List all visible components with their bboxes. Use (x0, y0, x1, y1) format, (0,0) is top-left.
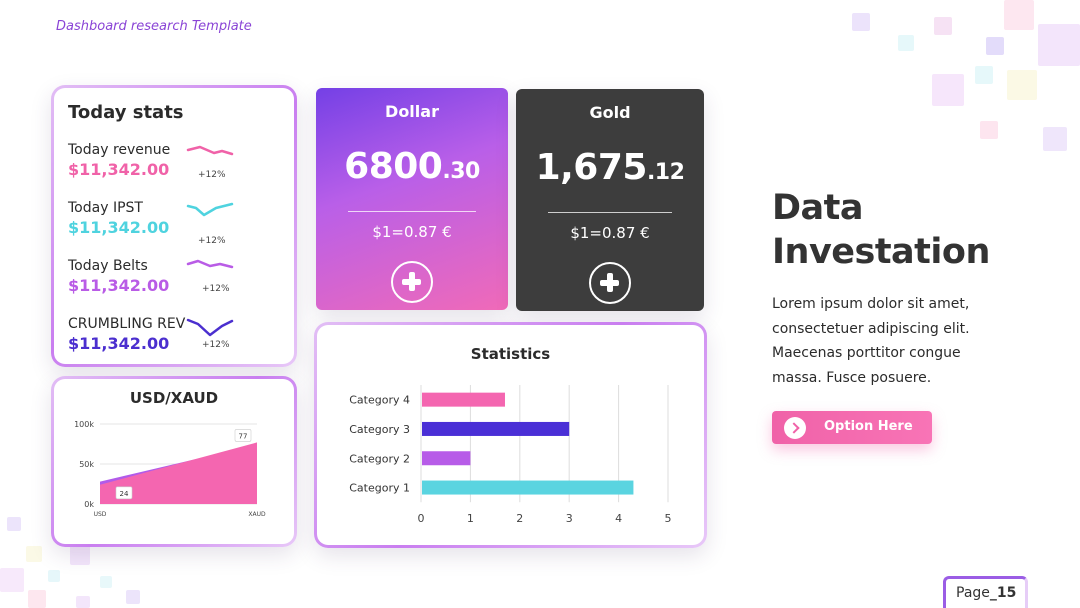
option-button-label: Option Here (824, 419, 913, 434)
decorative-square (980, 121, 998, 139)
stat-label: CRUMBLING REV (68, 316, 186, 332)
divider (548, 212, 672, 213)
decorative-square (934, 17, 952, 35)
stat-label: Today revenue (68, 142, 171, 158)
plus-circle-icon[interactable] (391, 261, 433, 303)
dollar-card: Dollar 6800.30 $1=0.87 € (316, 88, 508, 310)
x-tick-label: 1 (467, 512, 474, 525)
decorative-square (0, 568, 24, 592)
currency-value: 1,675.12 (535, 147, 685, 188)
currency-rate: $1=0.87 € (570, 224, 650, 242)
today-stats-card: Today stats Today revenue $11,342.00 +12… (51, 85, 297, 367)
chevron-right-icon (784, 417, 806, 439)
chart-title: USD/XAUD (130, 389, 218, 407)
page-number-tag: Page_15 (943, 576, 1028, 608)
currency-name: Dollar (385, 102, 439, 121)
page-prefix: Page (956, 585, 990, 601)
sparkline-icon (186, 145, 234, 156)
decorative-square (986, 37, 1004, 55)
stat-change: +12% (202, 284, 230, 294)
category-label: Category 3 (349, 423, 410, 436)
decorative-square (1043, 127, 1067, 151)
sparkline-icon (186, 202, 234, 217)
y-tick-label: 50k (79, 460, 94, 469)
y-tick-label: 100k (74, 420, 94, 429)
gold-card: Gold 1,675.12 $1=0.87 € (516, 89, 704, 311)
data-label-box (115, 486, 133, 500)
data-label: 77 (239, 432, 248, 440)
x-tick-label: 3 (566, 512, 573, 525)
currency-value: 6800.30 (344, 146, 480, 187)
decorative-square (26, 546, 42, 562)
usd-xaud-card: USD/XAUD 100k 50k 0k USD XAUD 24 77 (51, 376, 297, 547)
stat-value: $11,342.00 (68, 160, 170, 179)
sparkline-icon (186, 259, 234, 269)
hero-title: Data Investation (772, 188, 990, 272)
category-label: Category 1 (349, 482, 410, 495)
stat-row-crumbling: CRUMBLING REV $11,342.00 +12% (68, 316, 288, 366)
stat-value: $11,342.00 (68, 334, 170, 353)
stat-value: $11,342.00 (68, 218, 170, 237)
bar (422, 451, 471, 466)
statistics-title: Statistics (470, 345, 551, 363)
stat-row-revenue: Today revenue $11,342.00 +12% (68, 142, 288, 192)
decorative-square (932, 74, 964, 106)
stat-label: Today Belts (68, 258, 148, 274)
stat-change: +12% (198, 170, 226, 180)
decorative-square (7, 517, 21, 531)
stat-change: +12% (202, 340, 230, 350)
y-tick-label: 0k (84, 500, 94, 509)
template-kicker: Dashboard research Template (56, 19, 252, 34)
option-button[interactable]: Option Here (772, 411, 932, 444)
x-tick-label: 0 (418, 512, 425, 525)
decorative-square (76, 596, 90, 608)
x-tick-label: 5 (665, 512, 672, 525)
plus-circle-icon[interactable] (589, 262, 631, 304)
decorative-square (898, 35, 914, 51)
decorative-square (126, 590, 140, 604)
stat-label: Today IPST (68, 200, 143, 216)
statistics-bar-chart: 0 1 2 3 4 5 Category 4 Category 3 Category 2 Cate… (349, 385, 672, 525)
x-tick-label: XAUD (248, 511, 266, 518)
stat-change: +12% (198, 236, 226, 246)
decorative-square (852, 13, 870, 31)
area-series-2 (100, 442, 257, 504)
category-label: Category 2 (349, 452, 410, 465)
decorative-square (48, 570, 60, 582)
decorative-square (1004, 0, 1034, 30)
x-tick-label: 2 (516, 512, 523, 525)
stat-value: $11,342.00 (68, 276, 170, 295)
stat-row-belts: Today Belts $11,342.00 +12% (68, 258, 288, 308)
statistics-card: Statistics 0 1 2 3 4 5 Category 4 Category 3 Cat… (314, 322, 707, 548)
decorative-square (100, 576, 112, 588)
page-number: _15 (989, 585, 1017, 601)
decorative-square (1038, 24, 1080, 66)
category-label: Category 4 (349, 394, 410, 407)
decorative-square (70, 545, 90, 565)
decorative-square (1007, 70, 1037, 100)
x-tick-label: USD (94, 511, 107, 518)
bar (422, 421, 570, 436)
hero-body: Lorem ipsum dolor sit amet, consectetuer… (772, 296, 970, 386)
data-label-box (234, 429, 252, 442)
bar (422, 480, 634, 495)
stat-row-ipst: Today IPST $11,342.00 +12% (68, 200, 288, 250)
today-stats-title: Today stats (68, 102, 184, 123)
currency-name: Gold (589, 103, 631, 122)
sparkline-icon (186, 318, 234, 337)
decorative-square (28, 590, 46, 608)
decorative-square (975, 66, 993, 84)
currency-rate: $1=0.87 € (372, 223, 452, 241)
divider (348, 211, 476, 212)
data-label: 24 (120, 490, 129, 498)
x-tick-label: 4 (615, 512, 622, 525)
bar (422, 392, 505, 407)
